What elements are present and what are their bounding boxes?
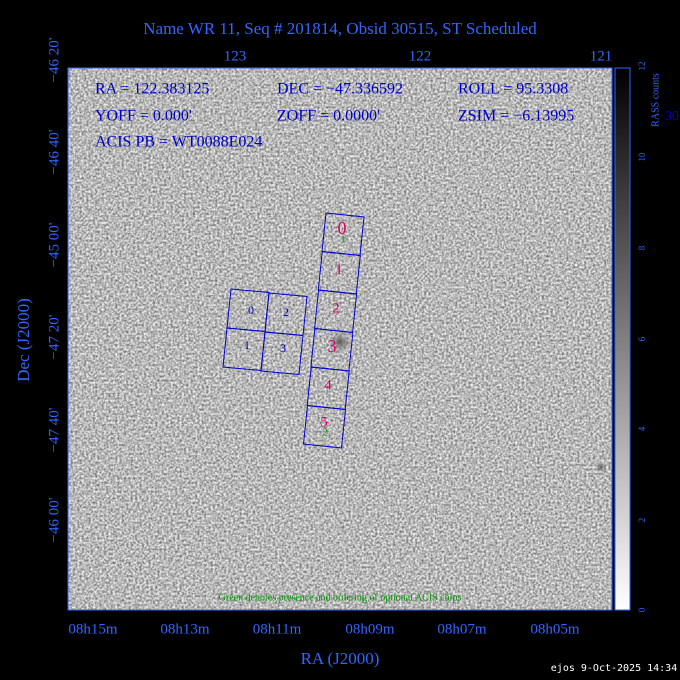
note: Green denotes presence and ordering of o…	[219, 592, 462, 603]
plot-frame	[67, 67, 613, 611]
bottom-tick-label: 08h15m	[68, 621, 118, 637]
source	[328, 330, 352, 354]
left-tick-label: −46 40'	[46, 129, 62, 174]
optional-chip-label: 2	[322, 427, 328, 439]
chip-label: 2	[283, 305, 289, 319]
colorbar-overflow: 30.09	[665, 109, 680, 124]
colorbar-tick-label: 6	[637, 336, 647, 341]
chip-label: 4	[324, 377, 332, 393]
x-axis-label: RA (J2000)	[301, 649, 380, 668]
chip-label: 0	[338, 218, 347, 238]
chip-label: 1	[244, 338, 250, 352]
left-tick-label: −45 00'	[46, 222, 62, 267]
footer: ejos 9-Oct-2025 14:34	[551, 663, 677, 674]
top-tick-label: 121	[590, 48, 613, 64]
chip-label: 2	[332, 300, 340, 316]
chip-label: 3	[280, 341, 286, 355]
colorbar-label: RASS counts	[650, 73, 661, 127]
chip-label: 0	[248, 303, 254, 317]
colorbar-tick-label: 12	[637, 62, 647, 71]
info-text: ROLL = 95.3308	[458, 81, 568, 98]
bottom-tick-label: 08h13m	[160, 621, 210, 637]
left-tick-label: −47 20'	[46, 314, 62, 359]
chip-label: 1	[335, 261, 343, 277]
bottom-tick-label: 08h05m	[530, 621, 580, 637]
chip-outlines	[222, 212, 365, 449]
optional-chip-label: 1	[340, 234, 346, 246]
info-text: YOFF = 0.000'	[95, 108, 192, 125]
colorbar-tick-label: 4	[637, 426, 647, 431]
left-tick-label: −46 00'	[46, 497, 62, 542]
colorbar-tick-label: 8	[637, 245, 647, 250]
info-text: ZSIM = −6.13995	[458, 108, 574, 125]
source	[595, 461, 607, 473]
chart-title: Name WR 11, Seq # 201814, Obsid 30515, S…	[143, 19, 537, 38]
colorbar	[614, 67, 631, 611]
chip	[302, 404, 347, 449]
bottom-tick-label: 08h07m	[437, 621, 487, 637]
colorbar-tick-label: 0	[637, 607, 647, 612]
colorbar-tick-label: 10	[637, 152, 647, 162]
left-tick-label: −46 20'	[46, 37, 62, 82]
left-tick-label: −47 40'	[46, 407, 62, 452]
colorbar-tick-label: 2	[637, 518, 647, 523]
top-tick-label: 123	[224, 48, 247, 64]
info-text: ACIS PB = WT0088E024	[95, 134, 262, 151]
bottom-tick-label: 08h11m	[253, 621, 302, 637]
info-text: ZOFF = 0.0000'	[277, 108, 380, 125]
info-text: RA = 122.383125	[95, 81, 209, 98]
bottom-tick-label: 08h09m	[345, 621, 395, 637]
chip-label: 3	[328, 336, 337, 356]
y-axis-label: Dec (J2000)	[14, 298, 33, 382]
top-tick-label: 122	[409, 48, 432, 64]
chip	[260, 331, 304, 376]
chip-label: 5	[320, 414, 328, 430]
info-text: DEC = −47.336592	[277, 81, 403, 98]
